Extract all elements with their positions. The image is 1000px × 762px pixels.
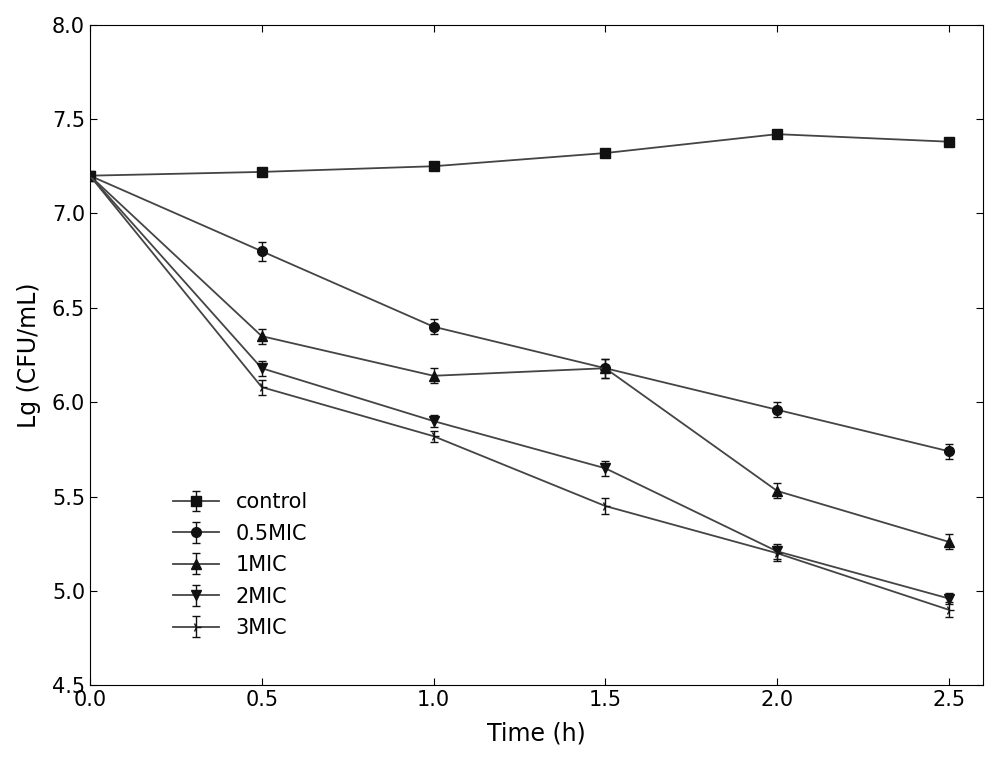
Legend: control, 0.5MIC, 1MIC, 2MIC, 3MIC: control, 0.5MIC, 1MIC, 2MIC, 3MIC xyxy=(163,482,318,648)
Y-axis label: Lg (CFU/mL): Lg (CFU/mL) xyxy=(17,282,41,427)
X-axis label: Time (h): Time (h) xyxy=(487,722,586,745)
